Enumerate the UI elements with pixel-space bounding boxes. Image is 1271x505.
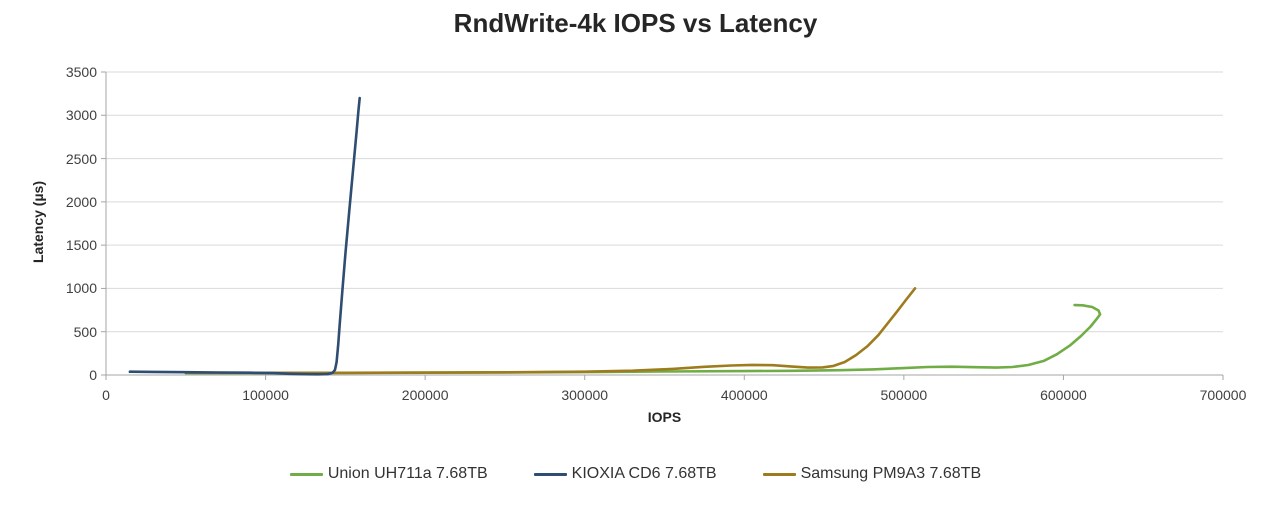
x-tick-label: 700000 [1199, 387, 1247, 403]
x-tick-label: 400000 [720, 387, 768, 403]
legend-line-swatch [289, 472, 323, 476]
series-line-samsung-pm9a3-7-68tb [184, 287, 917, 375]
y-tick-label: 3500 [65, 64, 97, 80]
legend-line-swatch [762, 472, 796, 476]
x-tick-label: 500000 [880, 387, 928, 403]
x-tick-label: 200000 [401, 387, 449, 403]
x-tick-label: 600000 [1040, 387, 1087, 403]
y-tick-label: 1500 [65, 237, 97, 254]
legend: Union UH711a 7.68TB KIOXIA CD6 7.68TB Sams… [0, 462, 1271, 486]
y-tick-label: 0 [89, 367, 97, 383]
legend-label: Samsung PM9A3 7.68TB [800, 465, 982, 482]
chart-title: RndWrite-4k IOPS vs Latency [453, 8, 818, 38]
y-tick-label: 2500 [65, 150, 97, 167]
y-tick-label: 3000 [65, 107, 97, 124]
x-tick-label: 0 [102, 387, 110, 403]
series-line-kioxia-cd6-7-68tb [128, 96, 362, 376]
legend-label: KIOXIA CD6 7.68TB [571, 465, 717, 482]
x-tick-label: 300000 [561, 387, 609, 403]
legend-item[interactable]: Union UH711a 7.68TB [289, 465, 488, 483]
x-tick-label: 100000 [242, 387, 289, 403]
x-axis-title: IOPS [647, 409, 682, 425]
legend-item[interactable]: Samsung PM9A3 7.68TB [762, 465, 982, 483]
y-tick-label: 1000 [65, 280, 97, 297]
series-line-union-uh711a-7-68tb [184, 303, 1102, 375]
legend-item[interactable]: KIOXIA CD6 7.68TB [533, 465, 717, 483]
y-tick-label: 500 [73, 323, 97, 340]
legend-label: Union UH711a 7.68TB [327, 465, 488, 482]
y-tick-label: 2000 [65, 193, 97, 210]
legend-line-swatch [533, 472, 567, 476]
